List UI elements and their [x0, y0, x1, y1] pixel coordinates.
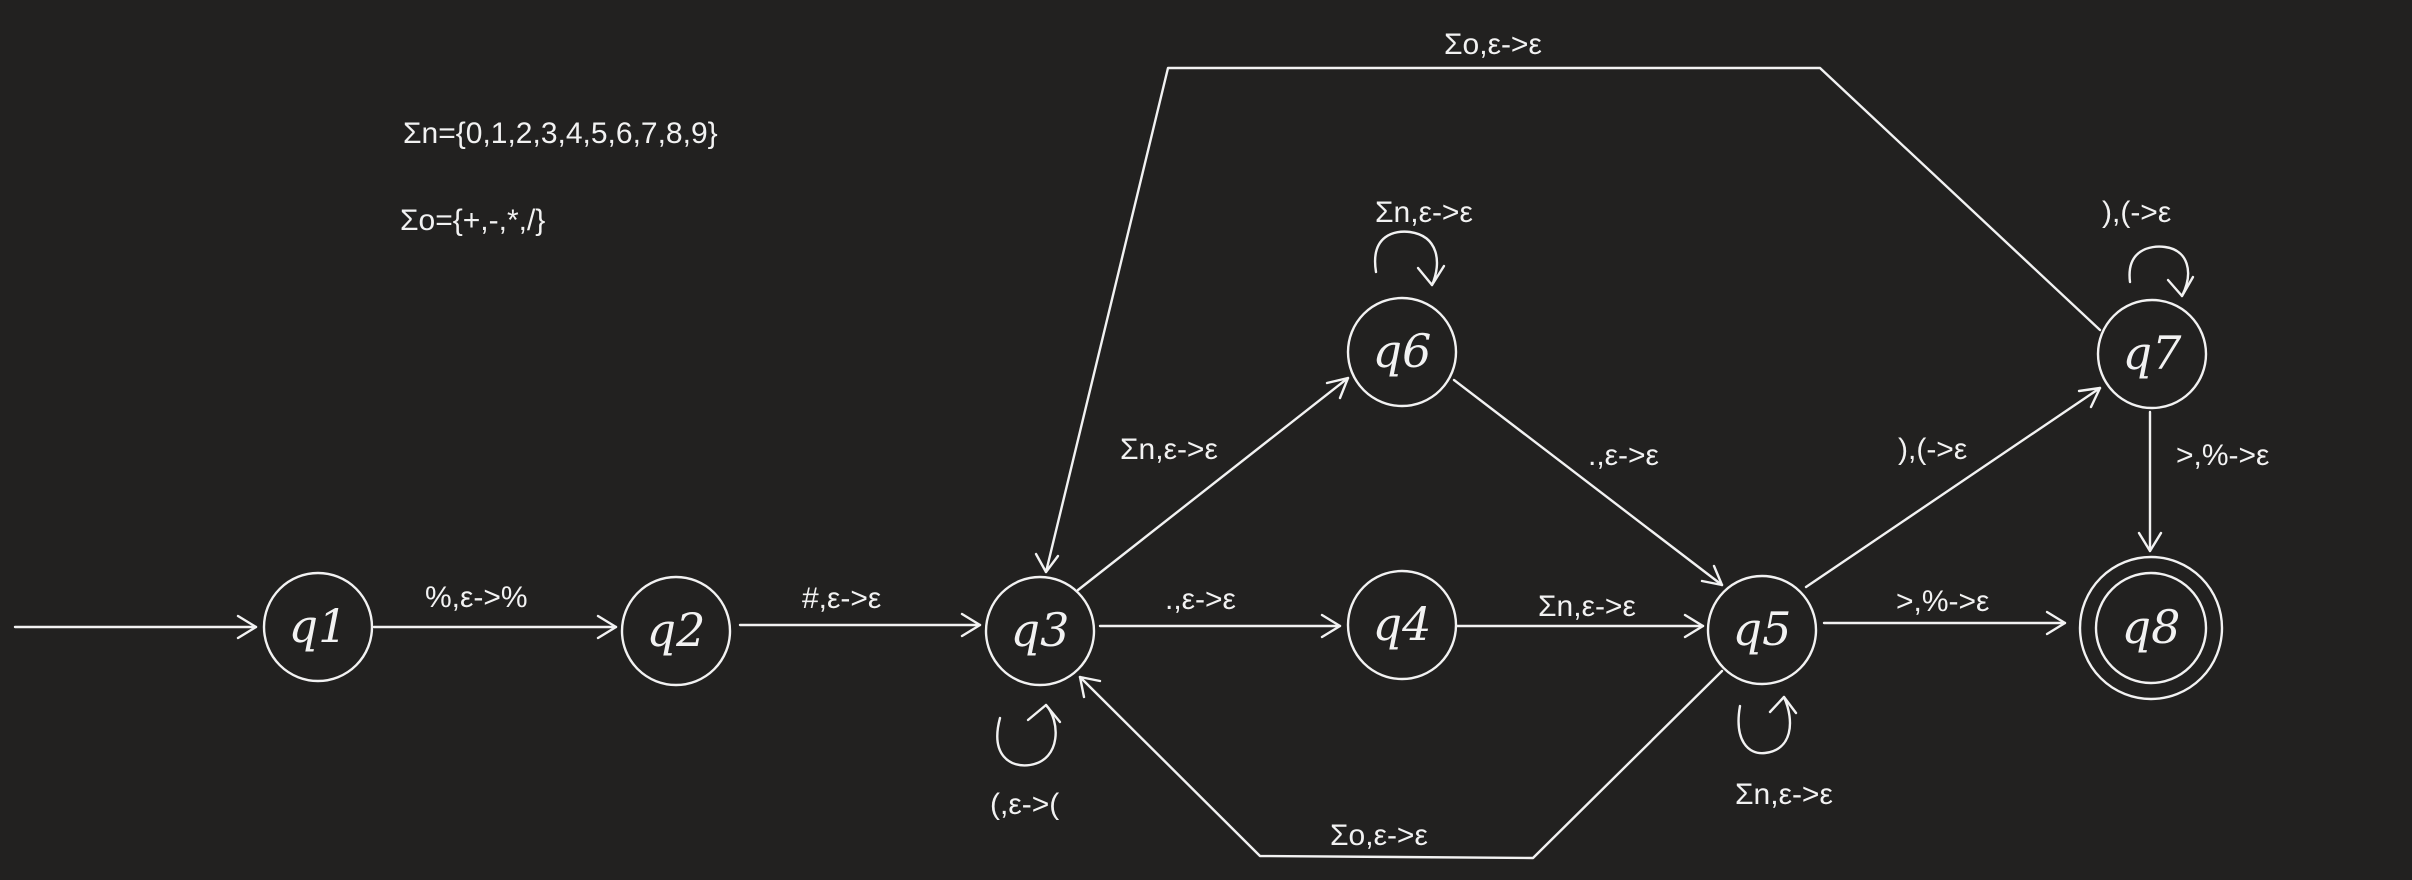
label-q7-q3: Σo,ε->ε	[1444, 28, 1542, 61]
label-q6-self: Σn,ε->ε	[1375, 196, 1473, 229]
state-q7: q7	[2096, 298, 2208, 410]
state-q3: q3	[984, 575, 1096, 687]
state-q8-accepting: q8	[2078, 555, 2224, 701]
state-q5-label: q5	[1733, 602, 1792, 656]
label-q3-q6: Σn,ε->ε	[1120, 433, 1218, 466]
state-q8-label: q8	[2122, 600, 2181, 654]
label-q3-self: (,ε->(	[990, 788, 1059, 821]
sigma-n-definition: Σn={0,1,2,3,4,5,6,7,8,9}	[403, 117, 718, 150]
state-q2: q2	[620, 575, 732, 687]
label-q5-q3: Σo,ε->ε	[1330, 819, 1428, 852]
edge-q3-q4	[1098, 613, 1342, 639]
edge-q6-q5	[1452, 378, 1724, 587]
state-q2-label: q2	[647, 603, 706, 657]
state-q6: q6	[1346, 296, 1458, 408]
self-loop-q7	[2128, 245, 2195, 298]
state-q6-label: q6	[1373, 324, 1432, 378]
label-q4-q5: Σn,ε->ε	[1538, 590, 1636, 623]
label-q7-q8: >,%->ε	[2176, 439, 2269, 472]
edge-q5-q8	[1822, 610, 2067, 636]
edge-q7-q8	[2137, 410, 2163, 553]
state-q7-label: q7	[2123, 326, 2182, 380]
label-q5-q8: >,%->ε	[1896, 585, 1989, 618]
sigma-o-definition: Σo={+,-,*,/}	[400, 204, 545, 237]
label-q5-self: Σn,ε->ε	[1735, 778, 1833, 811]
edge-q2-q3	[738, 612, 982, 638]
edge-q5-q7	[1804, 386, 2102, 589]
state-q4-label: q4	[1373, 597, 1432, 651]
self-loop-q3	[996, 703, 1062, 767]
edge-q4-q5	[1455, 613, 1705, 639]
label-q3-q4: .,ε->ε	[1165, 583, 1236, 616]
edge-q1-q2	[372, 614, 618, 640]
state-q5: q5	[1706, 574, 1818, 686]
self-loop-q5	[1737, 695, 1798, 755]
state-q3-label: q3	[1011, 603, 1070, 657]
state-q1-label: q1	[289, 599, 348, 653]
state-q4: q4	[1346, 569, 1458, 681]
label-q6-q5: .,ε->ε	[1588, 439, 1659, 472]
label-q5-q7: ),(->ε	[1898, 433, 1967, 466]
edge-q3-q6	[1076, 376, 1350, 592]
label-q1-q2: %,ε->%	[425, 581, 528, 614]
edge-q7-q3	[1034, 66, 2102, 574]
state-q1: q1	[262, 571, 374, 683]
self-loop-q6	[1373, 230, 1446, 287]
label-q2-q3: #,ε->ε	[802, 582, 881, 615]
start-arrow	[13, 614, 258, 640]
label-q7-self: ),(->ε	[2102, 196, 2171, 229]
edge-q5-q3	[1078, 669, 1724, 860]
